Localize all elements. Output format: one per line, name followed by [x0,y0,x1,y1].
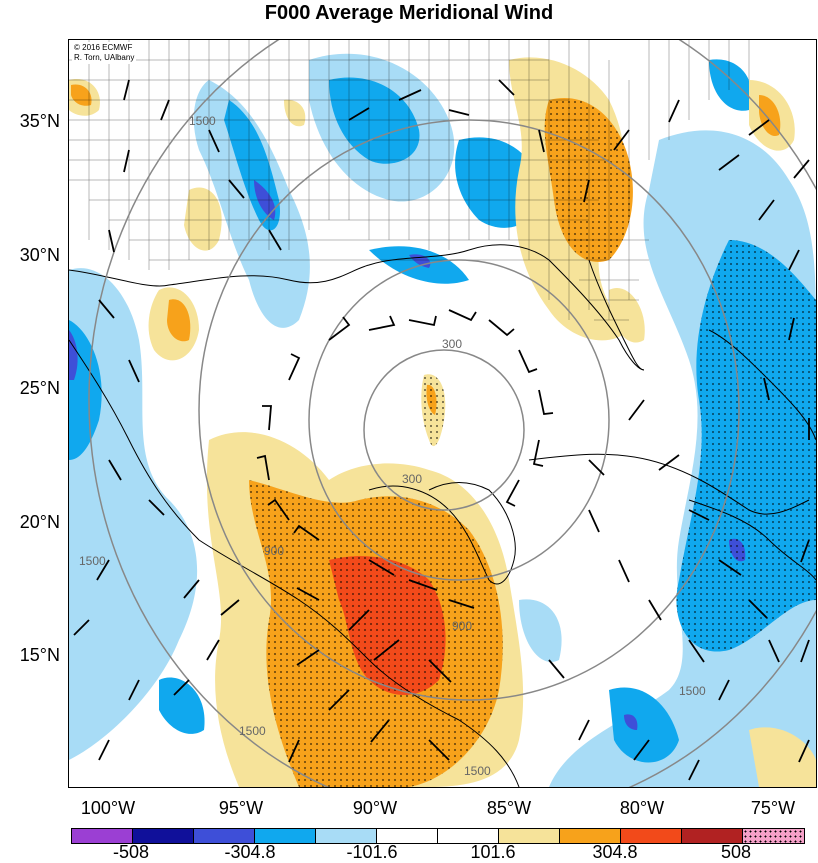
colorbar-swatch [377,829,438,843]
colorbar-swatch [316,829,377,843]
county-borders [69,40,750,321]
lat-label: 30°N [19,245,60,265]
lat-label: 35°N [19,111,60,131]
contour-label: 900 [264,544,284,558]
lon-label: 85°W [486,798,532,818]
colorbar-label: 508 [720,842,752,862]
contour-label: 900 [452,619,472,633]
colorbar-swatch [133,829,194,843]
map-panel: 300 300 900 900 1500 1500 1500 1500 1500… [68,39,817,788]
lon-label: 100°W [80,798,136,818]
lat-label: 20°N [19,512,60,532]
wind-field: 300 300 900 900 1500 1500 1500 1500 1500 [69,40,816,787]
contour-label: 1500 [239,724,266,738]
lon-label: 80°W [619,798,665,818]
lat-label: 25°N [19,378,60,398]
lon-label: 95°W [218,798,264,818]
colorbar-swatch [438,829,499,843]
lat-label: 15°N [19,645,60,665]
contour-labels: 300 300 900 900 1500 1500 1500 1500 1500 [79,114,706,778]
colorbar-swatch [255,829,316,843]
map-title: F000 Average Meridional Wind [264,2,554,24]
contour-label: 300 [442,337,462,351]
contour-label: 1500 [189,114,216,128]
colorbar-label: -101.6 [346,842,398,862]
colorbar-swatch [499,829,560,843]
colorbar-label: -508 [112,842,150,862]
contour-label: 1500 [679,684,706,698]
contour-label: 1500 [464,764,491,778]
colorbar-swatch [621,829,682,843]
contour-label: 300 [402,472,422,486]
colorbar-swatch [743,829,804,843]
lon-label: 90°W [352,798,398,818]
colorbar [71,828,805,844]
contour-label: 1500 [79,554,106,568]
colorbar-label: 101.6 [470,842,516,862]
credit-line: © 2016 ECMWF [74,43,133,52]
colorbar-label: 304.8 [592,842,638,862]
credit-line: R. Torn, UAlbany [74,53,135,62]
coastlines [69,244,816,787]
height-contours [88,40,816,787]
lon-label: 75°W [750,798,796,818]
colorbar-swatch [194,829,255,843]
colorbar-swatch [682,829,743,843]
wind-barbs [73,79,810,781]
colorbar-label: -304.8 [224,842,276,862]
credit-box: © 2016 ECMWF R. Torn, UAlbany [72,42,137,64]
colorbar-swatch [560,829,621,843]
colorbar-swatch [72,829,133,843]
